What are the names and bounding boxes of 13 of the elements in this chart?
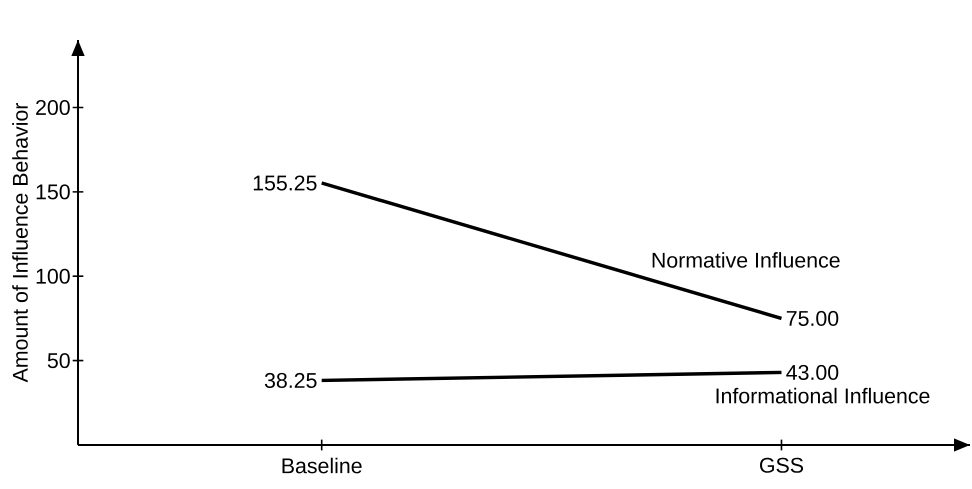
y-tick-label: 100 xyxy=(36,268,70,284)
series-label: Informational Influence xyxy=(716,388,930,404)
y-tick-label: 50 xyxy=(48,353,70,368)
data-label: 43.00 xyxy=(786,364,838,380)
series-label: Normative Influence xyxy=(652,252,840,268)
x-tick-label: GSS xyxy=(760,458,804,473)
y-tick-label: 150 xyxy=(36,184,70,200)
y-axis-title: Amount of Influence Behavior xyxy=(12,102,28,382)
data-label: 75.00 xyxy=(786,310,838,326)
x-tick-label: Baseline xyxy=(282,458,362,474)
data-label: 38.25 xyxy=(264,372,317,388)
data-label: 155.25 xyxy=(254,175,317,191)
y-tick-label: 200 xyxy=(36,100,70,116)
